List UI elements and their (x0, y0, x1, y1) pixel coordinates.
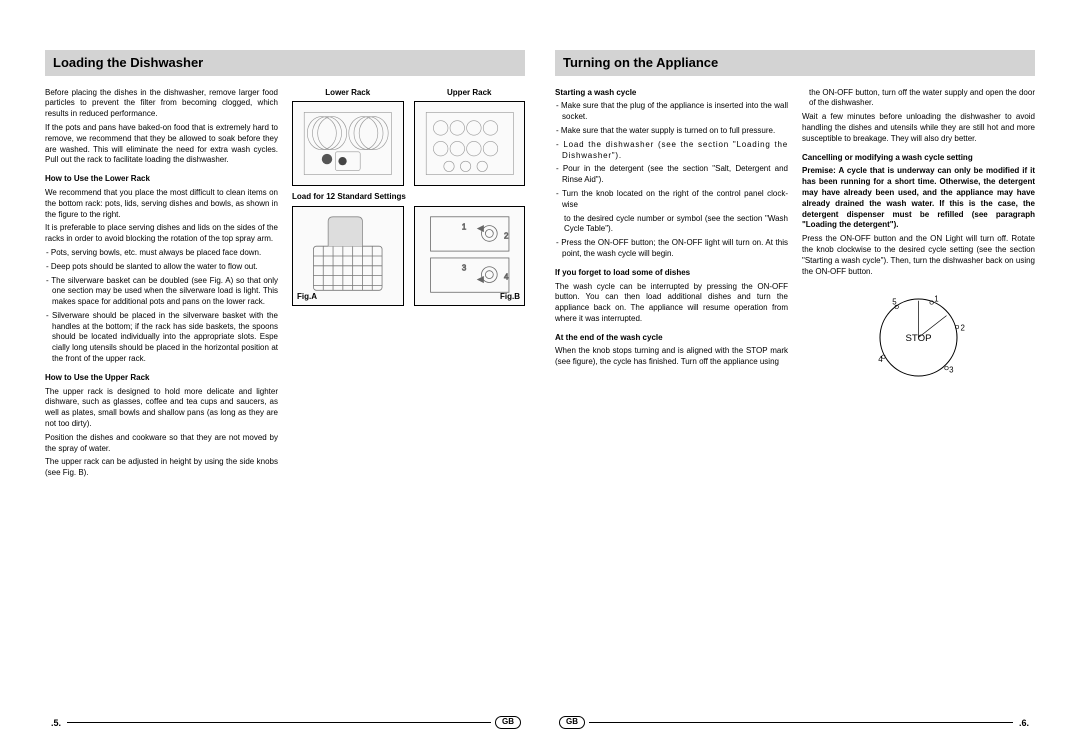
dial-stop-label: STOP (906, 333, 932, 344)
cancel-body: Press the ON-OFF button and the ON Light… (802, 234, 1035, 277)
start-p5: - Turn the knob located on the right of … (555, 189, 788, 211)
lower-p1: We recommend that you place the most dif… (45, 188, 278, 220)
dial-figure: STOP 1 2 3 4 5 (802, 285, 1035, 394)
upper-p1: The upper rack is designed to hold more … (45, 387, 278, 430)
fig-a-svg (293, 207, 403, 305)
start-p3: - Load the dishwasher (see the section "… (555, 140, 788, 162)
upper-p3: The upper rack can be adjusted in height… (45, 457, 278, 479)
svg-text:2: 2 (504, 232, 508, 241)
lower-p3: - Pots, serving bowls, etc. must always … (45, 248, 278, 259)
left-columns: Before placing the dishes in the dishwas… (45, 88, 525, 709)
start-p6: to the desired cycle number or symbol (s… (555, 214, 788, 236)
upper-rack-caption: Upper Rack (414, 88, 526, 99)
dial-svg: STOP 1 2 3 4 5 (866, 285, 971, 390)
footer-rule (67, 722, 491, 723)
upper-rack-heading: How to Use the Upper Rack (45, 373, 278, 384)
load-caption: Load for 12 Standard Settings (292, 192, 525, 203)
svg-text:3: 3 (461, 264, 466, 273)
footer-rule-r (589, 722, 1013, 723)
svg-text:4: 4 (504, 273, 509, 282)
col2-wait: Wait a few minutes before unloading the … (802, 112, 1035, 144)
fig-b-label: Fig.B (500, 292, 520, 303)
lower-rack-image (292, 101, 404, 186)
forget-heading: If you forget to load some of dishes (555, 268, 788, 279)
lower-p4: - Deep pots should be slanted to allow t… (45, 262, 278, 273)
forget-body: The wash cycle can be interrupted by pre… (555, 282, 788, 325)
left-gb-badge: GB (495, 716, 521, 729)
dial-num-1: 1 (934, 295, 938, 304)
lower-p5: - The silverware basket can be doubled (… (45, 276, 278, 308)
intro-p2: If the pots and pans have baked-on food … (45, 123, 278, 166)
fig-b-image: 1 2 3 4 Fig.B (414, 206, 526, 306)
lower-rack-caption: Lower Rack (292, 88, 404, 99)
page-left: Loading the Dishwasher Before placing th… (45, 50, 525, 729)
right-col-2: the ON-OFF button, turn off the water su… (802, 88, 1035, 709)
lower-rack-svg (293, 102, 403, 185)
left-col-2: Lower Rack (292, 88, 525, 709)
left-footer: .5. GB (45, 708, 525, 729)
svg-text:1: 1 (461, 223, 465, 232)
start-p7: - Press the ON-OFF button; the ON-OFF li… (555, 238, 788, 260)
start-p1: - Make sure that the plug of the applian… (555, 101, 788, 123)
upper-p2: Position the dishes and cookware so that… (45, 433, 278, 455)
right-col-1: Starting a wash cycle - Make sure that t… (555, 88, 788, 709)
cancel-heading: Cancelling or modifying a wash cycle set… (802, 153, 1035, 164)
premise: Premise: A cycle that is underway can on… (802, 166, 1035, 231)
upper-rack-svg (415, 102, 525, 185)
right-gb-badge: GB (559, 716, 585, 729)
start-p4: - Pour in the detergent (see the section… (555, 164, 788, 186)
dial-num-3: 3 (949, 366, 954, 375)
right-columns: Starting a wash cycle - Make sure that t… (555, 88, 1035, 709)
lower-p6: - Silverware should be placed in the sil… (45, 311, 278, 365)
start-p2: - Make sure that the water supply is tur… (555, 126, 788, 137)
fig-a-image: Fig.A (292, 206, 404, 306)
end-heading: At the end of the wash cycle (555, 333, 788, 344)
intro-p1: Before placing the dishes in the dishwas… (45, 88, 278, 120)
left-page-num: .5. (51, 717, 61, 729)
page-right: Turning on the Appliance Starting a wash… (555, 50, 1035, 729)
dial-num-2: 2 (961, 324, 965, 333)
end-body: When the knob stops turning and is align… (555, 346, 788, 368)
left-title: Loading the Dishwasher (45, 50, 525, 76)
fig-b-svg: 1 2 3 4 (415, 207, 525, 305)
upper-rack-image (414, 101, 526, 186)
rack-image-row: Lower Rack (292, 88, 525, 187)
right-title: Turning on the Appliance (555, 50, 1035, 76)
fig-row: Fig.A 1 2 (292, 206, 525, 306)
right-page-num: .6. (1019, 717, 1029, 729)
start-heading: Starting a wash cycle (555, 88, 788, 99)
right-footer: GB .6. (555, 708, 1035, 729)
dial-num-4: 4 (878, 355, 883, 364)
left-col-1: Before placing the dishes in the dishwas… (45, 88, 278, 709)
lower-rack-heading: How to Use the Lower Rack (45, 174, 278, 185)
lower-p2: It is preferable to place serving dishes… (45, 223, 278, 245)
page-spread: Loading the Dishwasher Before placing th… (45, 50, 1035, 729)
fig-a-label: Fig.A (297, 292, 317, 303)
col2-top: the ON-OFF button, turn off the water su… (802, 88, 1035, 110)
